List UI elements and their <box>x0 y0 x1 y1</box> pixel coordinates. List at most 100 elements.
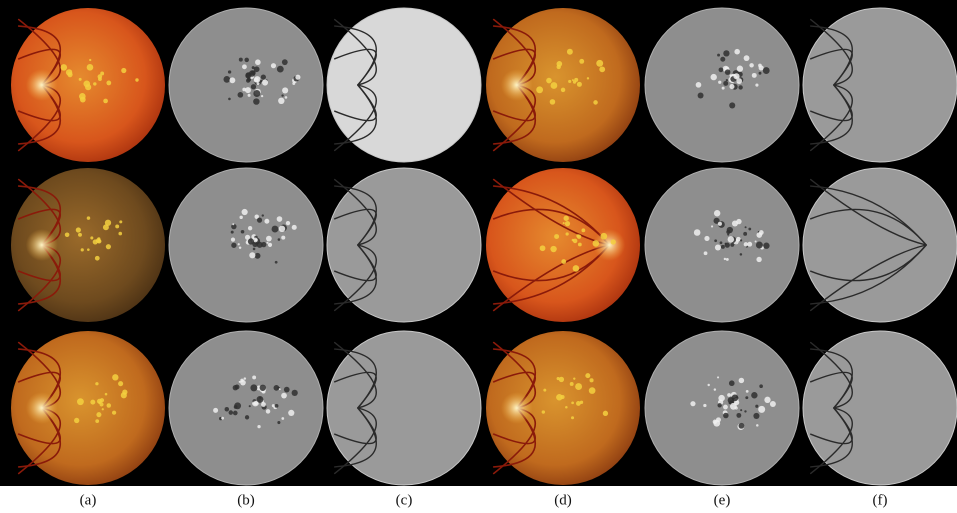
lesion <box>246 79 250 83</box>
lesion <box>264 219 269 224</box>
retina-image <box>327 331 481 485</box>
lesion <box>281 417 284 420</box>
lesion <box>746 390 749 393</box>
lesion <box>694 229 701 236</box>
lesion <box>239 246 241 248</box>
lesion <box>575 383 582 390</box>
lesion <box>231 238 235 242</box>
lesion <box>261 402 266 407</box>
retina-image <box>169 331 323 485</box>
lesion <box>254 401 258 405</box>
lesion <box>747 242 752 247</box>
lesion <box>65 232 70 237</box>
lesion <box>285 96 288 99</box>
lesion <box>758 406 765 413</box>
lesion <box>723 405 728 410</box>
lesion <box>221 417 224 420</box>
lesion <box>118 381 123 386</box>
lesion <box>726 258 729 261</box>
lesion <box>95 382 98 385</box>
lesion <box>282 59 288 65</box>
lesion <box>233 385 238 390</box>
lesion <box>254 78 259 83</box>
retina-image <box>645 331 799 485</box>
lesion <box>711 225 713 227</box>
lesion <box>756 424 759 427</box>
retina-image <box>327 168 481 322</box>
lesion <box>107 403 112 408</box>
lesion <box>730 243 734 247</box>
panel-label: (d) <box>554 492 572 508</box>
lesion <box>99 402 103 406</box>
labels: (a)(b)(c)(d)(e)(f) <box>80 492 888 508</box>
lesion <box>704 236 709 241</box>
lesion <box>743 232 747 236</box>
lesion <box>248 226 252 230</box>
lesion <box>720 57 725 62</box>
lesion <box>751 392 757 398</box>
lesion <box>752 73 757 78</box>
lesion <box>720 241 723 244</box>
lesion <box>106 244 111 249</box>
lesion <box>740 253 743 256</box>
lesion <box>90 236 93 239</box>
lesion <box>281 236 285 240</box>
lesion <box>726 79 728 81</box>
lesion <box>228 70 231 73</box>
lesion <box>599 66 605 72</box>
lesion <box>576 401 581 406</box>
retina-image <box>803 331 957 485</box>
lesion <box>557 61 563 67</box>
lesion <box>223 76 230 83</box>
lesion <box>288 410 294 416</box>
lesion <box>734 49 740 55</box>
lesion <box>105 220 111 226</box>
lesion <box>718 222 722 226</box>
lesion <box>536 86 543 93</box>
lesion <box>234 402 241 409</box>
retina-image <box>803 168 957 322</box>
lesion <box>268 243 272 247</box>
lesion <box>90 400 95 405</box>
lesion <box>87 248 90 251</box>
lesion <box>77 398 84 405</box>
lesion <box>292 225 297 230</box>
lesion <box>244 58 248 62</box>
lesion <box>744 55 750 61</box>
lesion <box>723 413 729 419</box>
lesion <box>759 384 763 388</box>
lesion <box>105 393 108 396</box>
lesion <box>739 423 745 429</box>
lesion <box>717 376 719 378</box>
lesion <box>565 221 570 226</box>
lesion <box>292 82 295 85</box>
lesion <box>755 405 758 408</box>
figure: (a)(b)(c)(d)(e)(f) <box>0 0 957 513</box>
optic-disc <box>26 69 58 101</box>
retina-image <box>169 168 323 322</box>
lesion <box>253 90 260 97</box>
lesion <box>546 78 552 84</box>
retina-image <box>11 331 165 485</box>
lesion <box>255 253 261 259</box>
lesion <box>725 243 730 248</box>
lesion <box>242 64 247 69</box>
lesion <box>257 425 260 428</box>
lesion <box>729 74 732 77</box>
lesion <box>238 243 240 245</box>
lesion <box>233 411 238 416</box>
lesion <box>731 394 738 401</box>
lesion <box>561 88 565 92</box>
retina-image <box>11 8 165 162</box>
lesion <box>102 408 104 410</box>
lesion <box>89 59 91 61</box>
lesion <box>248 238 254 244</box>
lesion <box>722 87 725 90</box>
lesion <box>759 72 762 75</box>
lesion <box>239 216 242 219</box>
panel-label: (b) <box>237 492 255 508</box>
vessel-map <box>327 331 481 485</box>
lesion <box>727 234 729 236</box>
optic-disc <box>26 229 58 261</box>
lesion <box>260 385 266 391</box>
